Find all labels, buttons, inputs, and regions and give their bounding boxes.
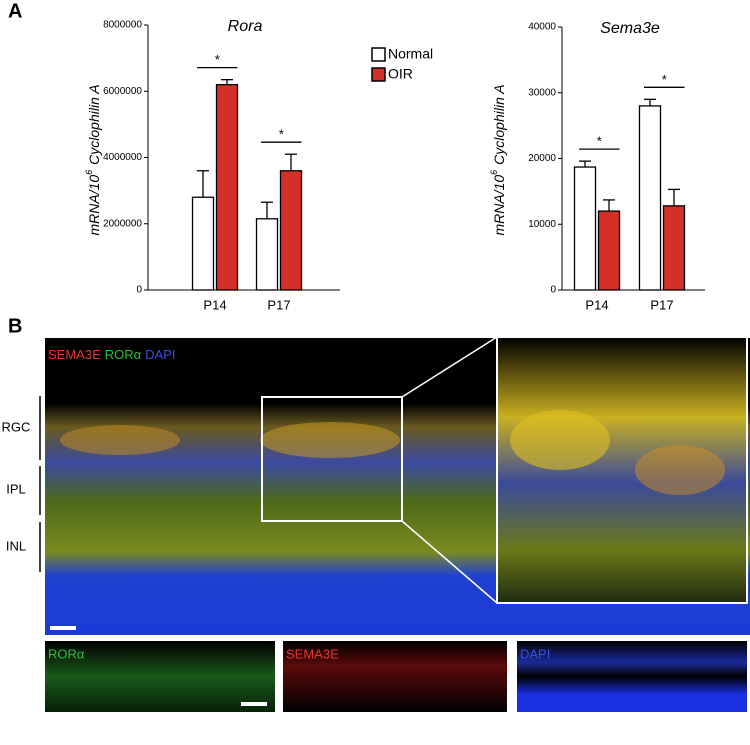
layer-label: IPL (6, 481, 26, 496)
panel-label: B (8, 315, 22, 337)
chart-title: Sema3e (600, 20, 660, 37)
x-tick-label: P14 (585, 297, 608, 312)
channel-label: SEMA3E (48, 347, 101, 362)
bar (662, 205, 686, 291)
legend-label: Normal (388, 46, 433, 62)
legend-label: OIR (388, 66, 413, 82)
y-tick-label: 2000000 (103, 218, 142, 229)
thumb-label: SEMA3E (286, 646, 339, 661)
y-tick-label: 40000 (528, 22, 556, 33)
y-axis-label-part: mRNA/10 (86, 175, 102, 236)
significance-star: * (597, 134, 602, 149)
bar (638, 105, 662, 291)
y-tick-label: 4000000 (103, 152, 142, 163)
y-axis-label-part: Cyclophilin A (491, 84, 507, 164)
y-axis-label: mRNA/106 Cyclophilin A (489, 84, 506, 235)
layer-label: INL (6, 538, 26, 553)
legend-swatch (371, 47, 386, 62)
significance-star: * (279, 127, 284, 142)
significance-star: * (662, 72, 667, 87)
y-axis-label: mRNA/106 Cyclophilin A (84, 84, 101, 235)
chart-title: Rora (228, 18, 263, 35)
y-axis-label-part: mRNA/10 (491, 175, 507, 236)
y-tick-label: 6000000 (103, 86, 142, 97)
y-axis-label-part: 6 (489, 170, 499, 175)
y-tick-label: 30000 (528, 87, 556, 98)
bar (279, 170, 303, 291)
channel-label: DAPI (145, 347, 175, 362)
layer-label: RGC (2, 419, 31, 434)
x-tick-label: P17 (650, 297, 673, 312)
bar (255, 218, 279, 291)
channel-label: RORα (105, 347, 142, 362)
x-tick-label: P14 (203, 297, 226, 312)
x-tick-label: P17 (267, 297, 290, 312)
y-tick-label: 0 (550, 285, 556, 296)
bar (191, 196, 215, 291)
bar (573, 166, 597, 291)
bar (597, 210, 621, 291)
channel-labels: SEMA3E RORα DAPI (48, 347, 176, 362)
thumb-label: RORα (48, 646, 85, 661)
y-tick-label: 10000 (528, 219, 556, 230)
y-tick-label: 20000 (528, 153, 556, 164)
y-axis-label-part: 6 (84, 170, 94, 175)
micrograph (39, 336, 750, 712)
y-tick-label: 0 (136, 285, 142, 296)
legend-swatch (371, 67, 386, 82)
panel-label: A (8, 0, 22, 22)
y-tick-label: 8000000 (103, 20, 142, 31)
thumb-label: DAPI (520, 646, 550, 661)
significance-star: * (215, 52, 220, 67)
y-axis-label-part: Cyclophilin A (86, 84, 102, 164)
bar (215, 83, 239, 291)
